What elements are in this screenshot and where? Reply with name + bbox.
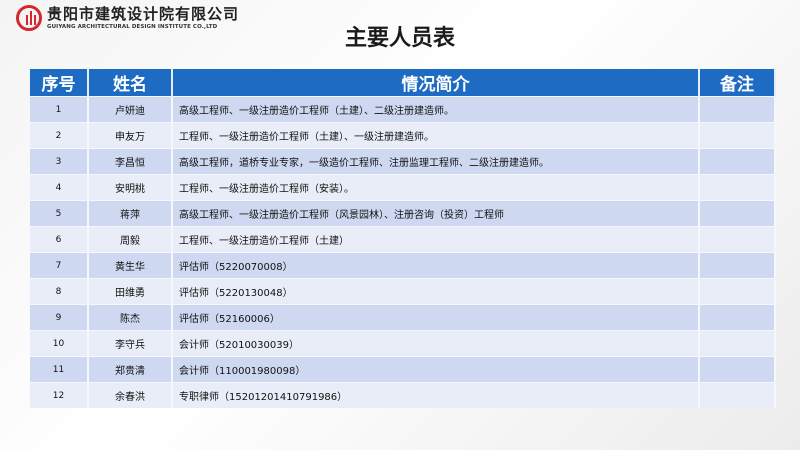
cell-name: 田维勇 <box>88 278 173 305</box>
cell-description: 工程师、一级注册造价工程师（安装）。 <box>172 174 700 201</box>
page-title: 主要人员表 <box>344 26 455 51</box>
cell-note <box>699 226 776 253</box>
table-row: 11 郑贵清 会计师（110001980098） <box>30 356 776 383</box>
table-row: 6 周毅 工程师、一级注册造价工程师（土建） <box>30 226 776 253</box>
cell-number: 4 <box>30 174 89 201</box>
table-row: 12 余春洪 专职律师（15201201410791986） <box>30 382 776 408</box>
cell-description: 高级工程师、一级注册造价工程师（风景园林）、注册咨询（投资）工程师 <box>172 200 700 227</box>
logo-icon <box>16 5 42 31</box>
cell-note <box>699 278 776 305</box>
cell-name: 李守兵 <box>88 330 173 357</box>
cell-number: 5 <box>30 200 89 227</box>
cell-note <box>699 200 776 227</box>
cell-description: 评估师（5220130048） <box>172 278 700 305</box>
cell-name: 周毅 <box>88 226 173 253</box>
cell-note <box>699 330 776 357</box>
cell-description: 会计师（52010030039） <box>172 330 700 357</box>
cell-number: 1 <box>30 96 89 123</box>
header-no: 序号 <box>30 69 89 97</box>
cell-name: 余春洪 <box>88 382 173 408</box>
cell-note <box>699 148 776 175</box>
cell-note <box>699 304 776 331</box>
table-row: 2 申友万 工程师、一级注册造价工程师（土建）、一级注册建造师。 <box>30 122 776 149</box>
table-row: 7 黄生华 评估师（5220070008） <box>30 252 776 279</box>
cell-description: 专职律师（15201201410791986） <box>172 382 700 408</box>
cell-note <box>699 382 776 408</box>
table-header-row: 序号 姓名 情况简介 备注 <box>30 69 776 97</box>
cell-description: 高级工程师、一级注册造价工程师（土建）、二级注册建造师。 <box>172 96 700 123</box>
table-row: 10 李守兵 会计师（52010030039） <box>30 330 776 357</box>
cell-note <box>699 122 776 149</box>
header-name: 姓名 <box>88 69 173 97</box>
cell-number: 12 <box>30 382 89 408</box>
cell-note <box>699 356 776 383</box>
cell-name: 安明桃 <box>88 174 173 201</box>
cell-name: 申友万 <box>88 122 173 149</box>
cell-name: 李昌恒 <box>88 148 173 175</box>
cell-description: 工程师、一级注册造价工程师（土建） <box>172 226 700 253</box>
cell-name: 黄生华 <box>88 252 173 279</box>
cell-description: 高级工程师，道桥专业专家，一级造价工程师、注册监理工程师、二级注册建造师。 <box>172 148 700 175</box>
cell-description: 评估师（52160006） <box>172 304 700 331</box>
cell-description: 会计师（110001980098） <box>172 356 700 383</box>
header-note: 备注 <box>699 69 776 97</box>
logo-name-en: GUIYANG ARCHITECTURAL DESIGN INSTITUTE C… <box>47 23 218 30</box>
cell-number: 9 <box>30 304 89 331</box>
table-row: 1 卢妍迪 高级工程师、一级注册造价工程师（土建）、二级注册建造师。 <box>30 96 776 123</box>
cell-number: 8 <box>30 278 89 305</box>
cell-note <box>699 96 776 123</box>
company-logo: 贵阳市建筑设计院有限公司 GUIYANG ARCHITECTURAL DESIG… <box>16 5 239 31</box>
cell-number: 11 <box>30 356 89 383</box>
logo-name-cn: 贵阳市建筑设计院有限公司 <box>47 4 240 23</box>
table-row: 5 蒋萍 高级工程师、一级注册造价工程师（风景园林）、注册咨询（投资）工程师 <box>30 200 776 227</box>
cell-note <box>699 174 776 201</box>
cell-number: 3 <box>30 148 89 175</box>
cell-description: 工程师、一级注册造价工程师（土建）、一级注册建造师。 <box>172 122 700 149</box>
cell-number: 2 <box>30 122 89 149</box>
table-row: 8 田维勇 评估师（5220130048） <box>30 278 776 305</box>
personnel-table: 序号 姓名 情况简介 备注 1 卢妍迪 高级工程师、一级注册造价工程师（土建）、二级… <box>30 69 776 408</box>
table-row: 3 李昌恒 高级工程师，道桥专业专家，一级造价工程师、注册监理工程师、二级注册建造师… <box>30 148 776 175</box>
cell-name: 郑贵清 <box>88 356 173 383</box>
table-row: 9 陈杰 评估师（52160006） <box>30 304 776 331</box>
cell-name: 陈杰 <box>88 304 173 331</box>
header-desc: 情况简介 <box>172 69 700 97</box>
cell-number: 6 <box>30 226 89 253</box>
cell-name: 卢妍迪 <box>88 96 173 123</box>
cell-note <box>699 252 776 279</box>
cell-description: 评估师（5220070008） <box>172 252 700 279</box>
cell-number: 10 <box>30 330 89 357</box>
cell-name: 蒋萍 <box>88 200 173 227</box>
cell-number: 7 <box>30 252 89 279</box>
table-row: 4 安明桃 工程师、一级注册造价工程师（安装）。 <box>30 174 776 201</box>
